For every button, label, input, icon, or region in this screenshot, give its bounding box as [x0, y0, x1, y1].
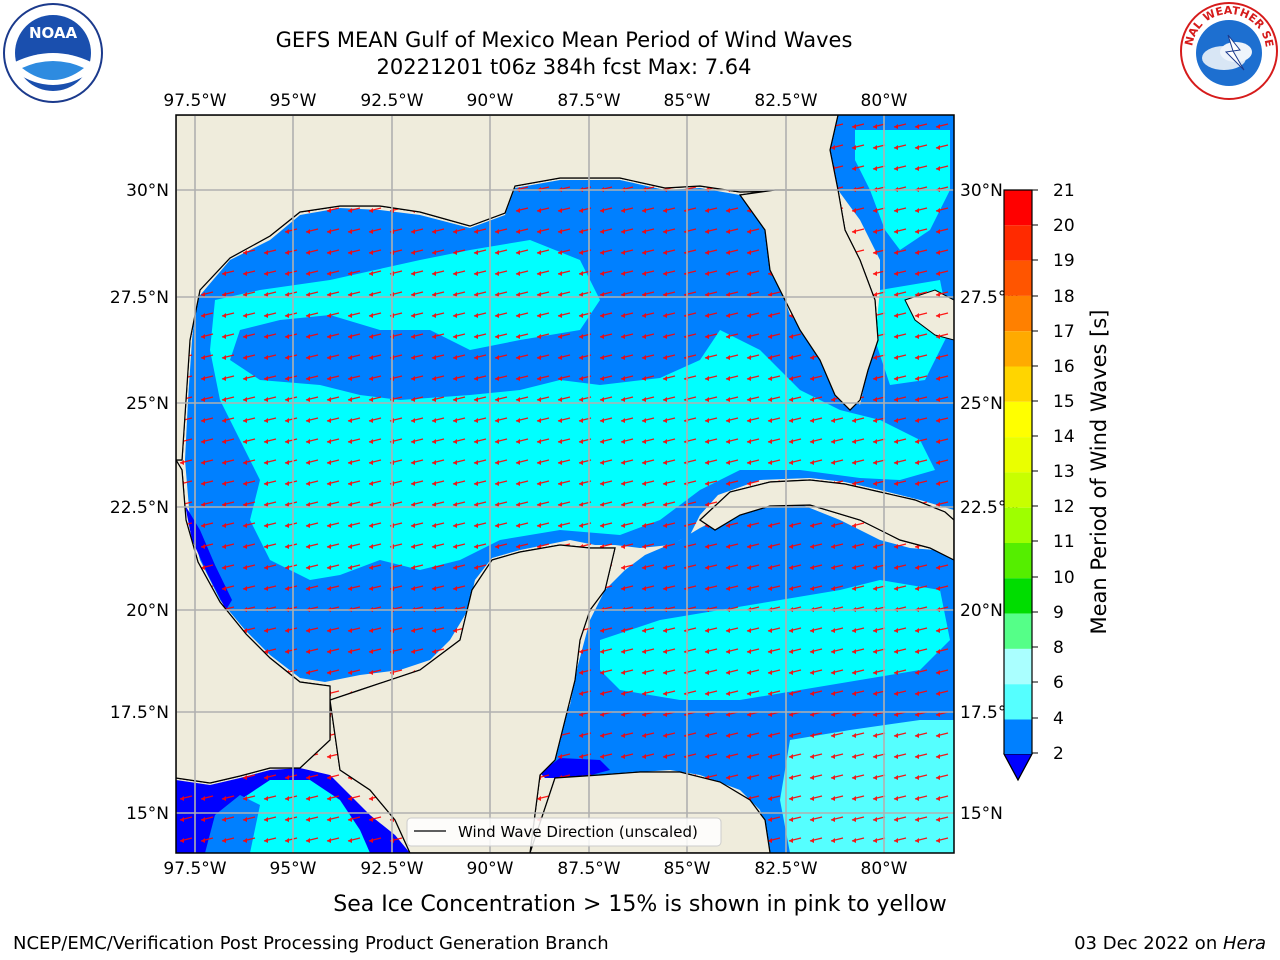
colorbar-extend-arrow	[1003, 753, 1033, 782]
graticule	[176, 115, 954, 853]
colorbar-ticks: 21 20 19 18 17 16 15 14 13 12 11 10 9 8 …	[1032, 181, 1075, 764]
lat-labels-left: 30°N 27.5°N 25°N 22.5°N 20°N 17.5°N 15°N	[110, 181, 169, 824]
colorbar-tick: 13	[1053, 462, 1075, 482]
lon-label-top: 85°W	[664, 91, 711, 111]
lon-label-bottom: 90°W	[467, 859, 514, 879]
lat-label-right: 25°N	[960, 394, 1003, 414]
noaa-logo: NOAA	[3, 3, 103, 103]
land-mask-mexico	[176, 458, 331, 784]
lon-label-top: 97.5°W	[163, 91, 226, 111]
colorbar-tick: 2	[1053, 744, 1064, 764]
colorbar-tick: 15	[1053, 392, 1075, 412]
colorbar-segment	[1004, 225, 1032, 261]
colorbar-tick: 21	[1053, 181, 1075, 201]
colorbar-tick: 10	[1053, 568, 1075, 588]
lon-label-top: 90°W	[467, 91, 514, 111]
date-text: 03 Dec 2022 on	[1074, 933, 1223, 954]
lat-label-right: 20°N	[960, 601, 1003, 621]
lat-label-left: 27.5°N	[110, 288, 169, 308]
colorbar-segment	[1004, 648, 1032, 685]
lat-label-right: 15°N	[960, 804, 1003, 824]
lon-labels-bottom: 97.5°W 95°W 92.5°W 90°W 87.5°W 85°W 82.5…	[163, 859, 907, 879]
lon-label-top: 95°W	[270, 91, 317, 111]
nws-logo: NATIONAL WEATHER SERVICE	[1178, 0, 1278, 100]
colorbar-tick: 14	[1053, 427, 1075, 447]
colorbar-tick: 17	[1053, 322, 1075, 342]
colorbar-segment	[1004, 260, 1032, 296]
colorbar-segment	[1004, 507, 1032, 543]
colorbar-label: Mean Period of Wind Waves [s]	[1087, 310, 1111, 635]
colorbar-tick: 11	[1053, 532, 1075, 552]
lon-label-bottom: 85°W	[664, 859, 711, 879]
chart-title: GEFS MEAN Gulf of Mexico Mean Period of …	[275, 28, 853, 52]
map-body: Wind Wave Direction (unscaled)	[176, 115, 954, 853]
colorbar-segment	[1004, 401, 1032, 438]
colorbar-tick: 6	[1053, 673, 1064, 693]
land-mask-florida	[738, 189, 879, 411]
colorbar-frame	[1003, 189, 1033, 782]
colorbar-tick: 20	[1053, 216, 1075, 236]
lon-label-bottom: 95°W	[270, 859, 317, 879]
land-mask-yucatan	[329, 544, 616, 853]
colorbar-segment	[1004, 613, 1032, 649]
colorbar-segment	[1004, 578, 1032, 614]
lon-label-bottom: 97.5°W	[163, 859, 226, 879]
colorbar-segment	[1004, 543, 1032, 579]
colorbar-segment-bottom	[1004, 719, 1032, 754]
lon-label-top: 87.5°W	[557, 91, 620, 111]
lon-label-top: 80°W	[861, 91, 908, 111]
colorbar-segment	[1004, 684, 1032, 720]
colorbar-tick: 12	[1053, 497, 1075, 517]
map-legend: Wind Wave Direction (unscaled)	[406, 817, 722, 847]
generation-date: 03 Dec 2022 on Hera	[1074, 933, 1266, 954]
lat-label-left: 17.5°N	[110, 703, 169, 723]
map-frame	[175, 114, 955, 854]
colorbar-segment	[1004, 295, 1032, 332]
lat-label-left: 15°N	[126, 804, 169, 824]
colorbar-tick: 8	[1053, 638, 1064, 658]
colorbar-tick: 19	[1053, 251, 1075, 271]
sea-ice-note: Sea Ice Concentration > 15% is shown in …	[333, 892, 947, 917]
colorbar-tick: 9	[1053, 603, 1064, 623]
lon-label-top: 82.5°W	[754, 91, 817, 111]
colorbar-segment	[1004, 190, 1032, 226]
colorbar-tick: 16	[1053, 357, 1075, 377]
host-name: Hera	[1222, 933, 1266, 954]
land-mask-us	[176, 115, 839, 461]
colorbar-segment	[1004, 437, 1032, 473]
colorbar-segment	[1004, 331, 1032, 367]
lat-label-left: 22.5°N	[110, 498, 169, 518]
colorbar-segment	[1004, 366, 1032, 402]
colorbar-tick: 4	[1053, 709, 1064, 729]
lon-labels-top: 97.5°W 95°W 92.5°W 90°W 87.5°W 85°W 82.5…	[163, 91, 907, 111]
lon-label-bottom: 80°W	[861, 859, 908, 879]
colorbar-segment	[1004, 472, 1032, 508]
lat-label-left: 30°N	[126, 181, 169, 201]
legend-label: Wind Wave Direction (unscaled)	[458, 823, 698, 841]
colorbar	[1003, 189, 1033, 782]
chart-subtitle: 20221201 t06z 384h fcst Max: 7.64	[376, 55, 752, 79]
colorbar-tick: 18	[1053, 287, 1075, 307]
lon-label-bottom: 92.5°W	[360, 859, 423, 879]
lon-label-bottom: 82.5°W	[754, 859, 817, 879]
lat-label-left: 25°N	[126, 394, 169, 414]
lat-label-left: 20°N	[126, 601, 169, 621]
lat-label-right: 30°N	[960, 181, 1003, 201]
producer-credit: NCEP/EMC/Verification Post Processing Pr…	[13, 933, 609, 954]
lon-label-bottom: 87.5°W	[557, 859, 620, 879]
noaa-logo-text: NOAA	[29, 24, 78, 42]
lon-label-top: 92.5°W	[360, 91, 423, 111]
